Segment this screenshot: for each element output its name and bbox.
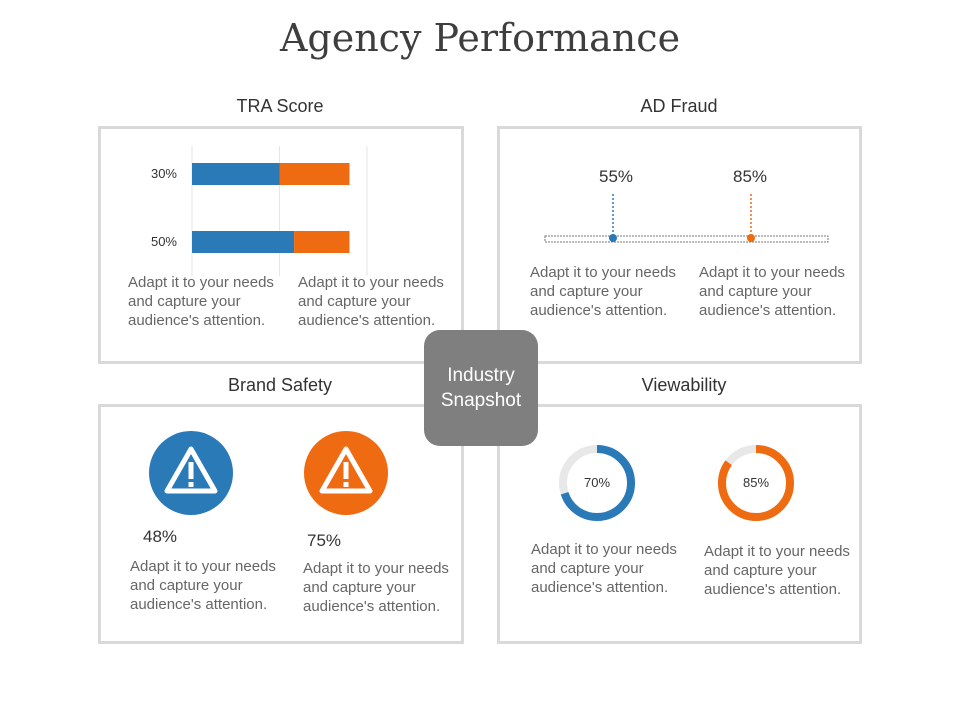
- marker-dot: [747, 234, 755, 242]
- viewability-panel: [497, 404, 862, 644]
- viewability-desc-2: Adapt it to your needs and capture your …: [704, 543, 850, 598]
- brand-safety-value-1: 48%: [143, 527, 178, 546]
- industry-snapshot-box: Industry Snapshot: [424, 330, 538, 446]
- track-bar: [544, 235, 829, 243]
- category-label: 30%: [151, 166, 177, 181]
- bar-segment: [279, 163, 350, 185]
- brand-safety-panel: [98, 404, 464, 644]
- tra-score-desc-1: Adapt it to your needs and capture your …: [128, 274, 274, 329]
- bar-segment: [192, 163, 280, 185]
- brand-safety-desc-2: Adapt it to your needs and capture your …: [303, 560, 449, 615]
- brand-safety-value-2: 75%: [307, 531, 342, 550]
- category-label: 50%: [151, 234, 177, 249]
- donut-label: 85%: [743, 475, 769, 490]
- donut-arc: [718, 445, 794, 521]
- viewability-desc-1: Adapt it to your needs and capture your …: [531, 541, 677, 596]
- ad-fraud-panel: [497, 126, 862, 364]
- ad-fraud-desc-1: Adapt it to your needs and capture your …: [530, 264, 676, 319]
- ad-fraud-value-1: 55%: [599, 167, 634, 186]
- warning-icon: [149, 431, 233, 515]
- warning-icon: [304, 431, 388, 515]
- tra-score-desc-2: Adapt it to your needs and capture your …: [298, 274, 444, 329]
- ad-fraud-desc-2: Adapt it to your needs and capture your …: [699, 264, 845, 319]
- page-title: Agency Performance: [279, 16, 681, 60]
- marker-dot: [609, 234, 617, 242]
- donut-label: 70%: [584, 475, 610, 490]
- donut-arc: [559, 445, 635, 521]
- tra-score-title: TRA Score: [236, 96, 324, 116]
- viewability-title: Viewability: [641, 375, 727, 395]
- bar-segment: [192, 231, 295, 253]
- ad-fraud-title: AD Fraud: [640, 96, 718, 116]
- bar-segment: [294, 231, 350, 253]
- brand-safety-desc-1: Adapt it to your needs and capture your …: [130, 558, 276, 613]
- ad-fraud-value-2: 85%: [733, 167, 768, 186]
- brand-safety-title: Brand Safety: [227, 375, 333, 395]
